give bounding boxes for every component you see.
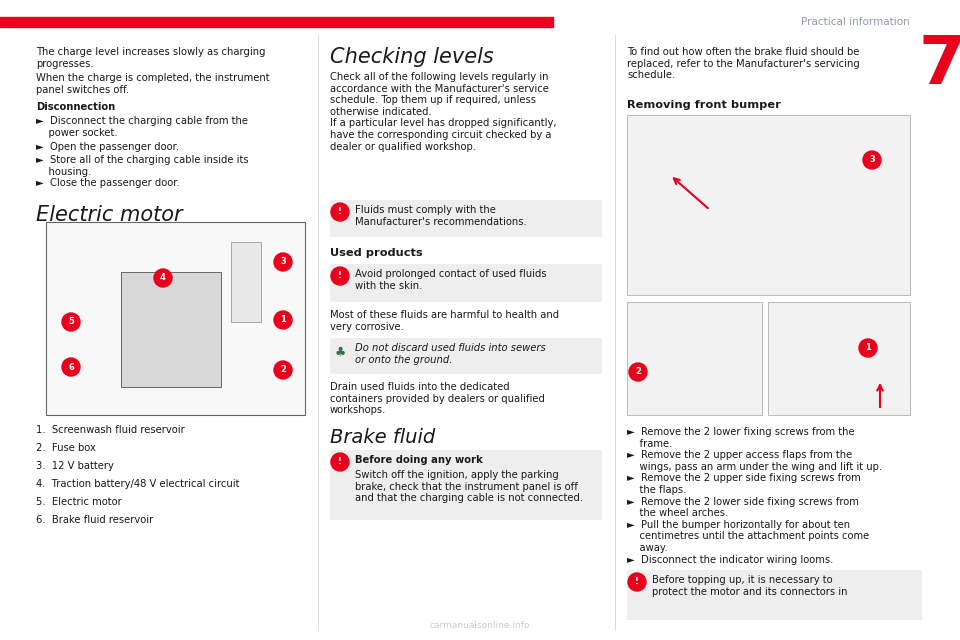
Text: 4: 4	[160, 273, 166, 282]
Bar	[768, 302, 910, 415]
Text: Practical information: Practical information	[802, 17, 910, 27]
Text: Disconnection: Disconnection	[36, 102, 115, 112]
Text: Fluids must comply with the
Manufacturer's recommendations.: Fluids must comply with the Manufacturer…	[355, 205, 527, 227]
Text: Most of these fluids are harmful to health and
very corrosive.: Most of these fluids are harmful to heal…	[330, 310, 559, 332]
Circle shape	[628, 573, 646, 591]
Text: Before doing any work: Before doing any work	[355, 455, 483, 465]
Text: Do not discard used fluids into sewers
or onto the ground.: Do not discard used fluids into sewers o…	[355, 343, 545, 365]
Bar	[627, 302, 762, 415]
Text: Switch off the ignition, apply the parking
brake, check that the instrument pane: Switch off the ignition, apply the parki…	[355, 470, 583, 503]
Circle shape	[274, 311, 292, 329]
Bar	[330, 338, 602, 374]
Text: 4.  Traction battery/48 V electrical circuit: 4. Traction battery/48 V electrical circ…	[36, 479, 239, 489]
Circle shape	[863, 151, 881, 169]
Text: When the charge is completed, the instrument
panel switches off.: When the charge is completed, the instru…	[36, 73, 270, 95]
Text: Check all of the following levels regularly in
accordance with the Manufacturer': Check all of the following levels regula…	[330, 72, 557, 152]
Text: Drain used fluids into the dedicated
containers provided by dealers or qualified: Drain used fluids into the dedicated con…	[330, 382, 545, 415]
Circle shape	[331, 453, 349, 471]
Circle shape	[274, 361, 292, 379]
Text: Before topping up, it is necessary to
protect the motor and its connectors in: Before topping up, it is necessary to pr…	[652, 575, 848, 596]
Text: ►  Disconnect the charging cable from the
    power socket.: ► Disconnect the charging cable from the…	[36, 116, 248, 138]
Bar	[231, 242, 261, 322]
Circle shape	[331, 203, 349, 221]
Text: ►  Close the passenger door.: ► Close the passenger door.	[36, 178, 180, 188]
Text: 2: 2	[280, 365, 286, 374]
Circle shape	[154, 269, 172, 287]
Text: !: !	[338, 207, 342, 216]
Text: 3.  12 V battery: 3. 12 V battery	[36, 461, 114, 471]
Text: Electric motor: Electric motor	[36, 205, 182, 225]
Text: 5.  Electric motor: 5. Electric motor	[36, 497, 122, 507]
Bar	[121, 272, 221, 387]
Text: 6: 6	[68, 362, 74, 371]
Circle shape	[331, 267, 349, 285]
Text: 2: 2	[636, 367, 641, 376]
Text: Removing front bumper: Removing front bumper	[627, 100, 780, 110]
Text: Brake fluid: Brake fluid	[330, 428, 435, 447]
Circle shape	[274, 253, 292, 271]
Text: 5: 5	[68, 317, 74, 326]
Text: 2.  Fuse box: 2. Fuse box	[36, 443, 96, 453]
Text: To find out how often the brake fluid should be
replaced, refer to the Manufactu: To find out how often the brake fluid sh…	[627, 47, 860, 80]
Bar	[627, 570, 922, 620]
Text: 3: 3	[869, 156, 875, 164]
Text: 1: 1	[865, 344, 871, 353]
Circle shape	[629, 363, 647, 381]
Bar	[330, 200, 602, 237]
Text: !: !	[338, 458, 342, 467]
Circle shape	[62, 358, 80, 376]
Text: ►  Open the passenger door.: ► Open the passenger door.	[36, 142, 180, 152]
Text: ►  Remove the 2 lower fixing screws from the
    frame.
►  Remove the 2 upper ac: ► Remove the 2 lower fixing screws from …	[627, 427, 882, 564]
Text: !: !	[338, 271, 342, 280]
Bar	[627, 115, 910, 295]
Text: 1.  Screenwash fluid reservoir: 1. Screenwash fluid reservoir	[36, 425, 184, 435]
Text: Checking levels: Checking levels	[330, 47, 493, 67]
Bar	[330, 264, 602, 302]
Text: Used products: Used products	[330, 248, 422, 258]
Bar	[330, 450, 602, 520]
Text: 3: 3	[280, 257, 286, 266]
Text: Avoid prolonged contact of used fluids
with the skin.: Avoid prolonged contact of used fluids w…	[355, 269, 546, 291]
Text: The charge level increases slowly as charging
progresses.: The charge level increases slowly as cha…	[36, 47, 266, 68]
Text: carmanualsonline.info: carmanualsonline.info	[430, 621, 530, 630]
Text: ♣: ♣	[334, 346, 346, 359]
Circle shape	[62, 313, 80, 331]
Text: ►  Store all of the charging cable inside its
    housing.: ► Store all of the charging cable inside…	[36, 155, 249, 177]
Text: !: !	[636, 577, 639, 586]
Text: 7: 7	[919, 32, 960, 98]
Bar	[0, 17, 553, 27]
Text: 1: 1	[280, 316, 286, 324]
Bar	[46, 222, 305, 415]
Text: 6.  Brake fluid reservoir: 6. Brake fluid reservoir	[36, 515, 154, 525]
Circle shape	[859, 339, 877, 357]
